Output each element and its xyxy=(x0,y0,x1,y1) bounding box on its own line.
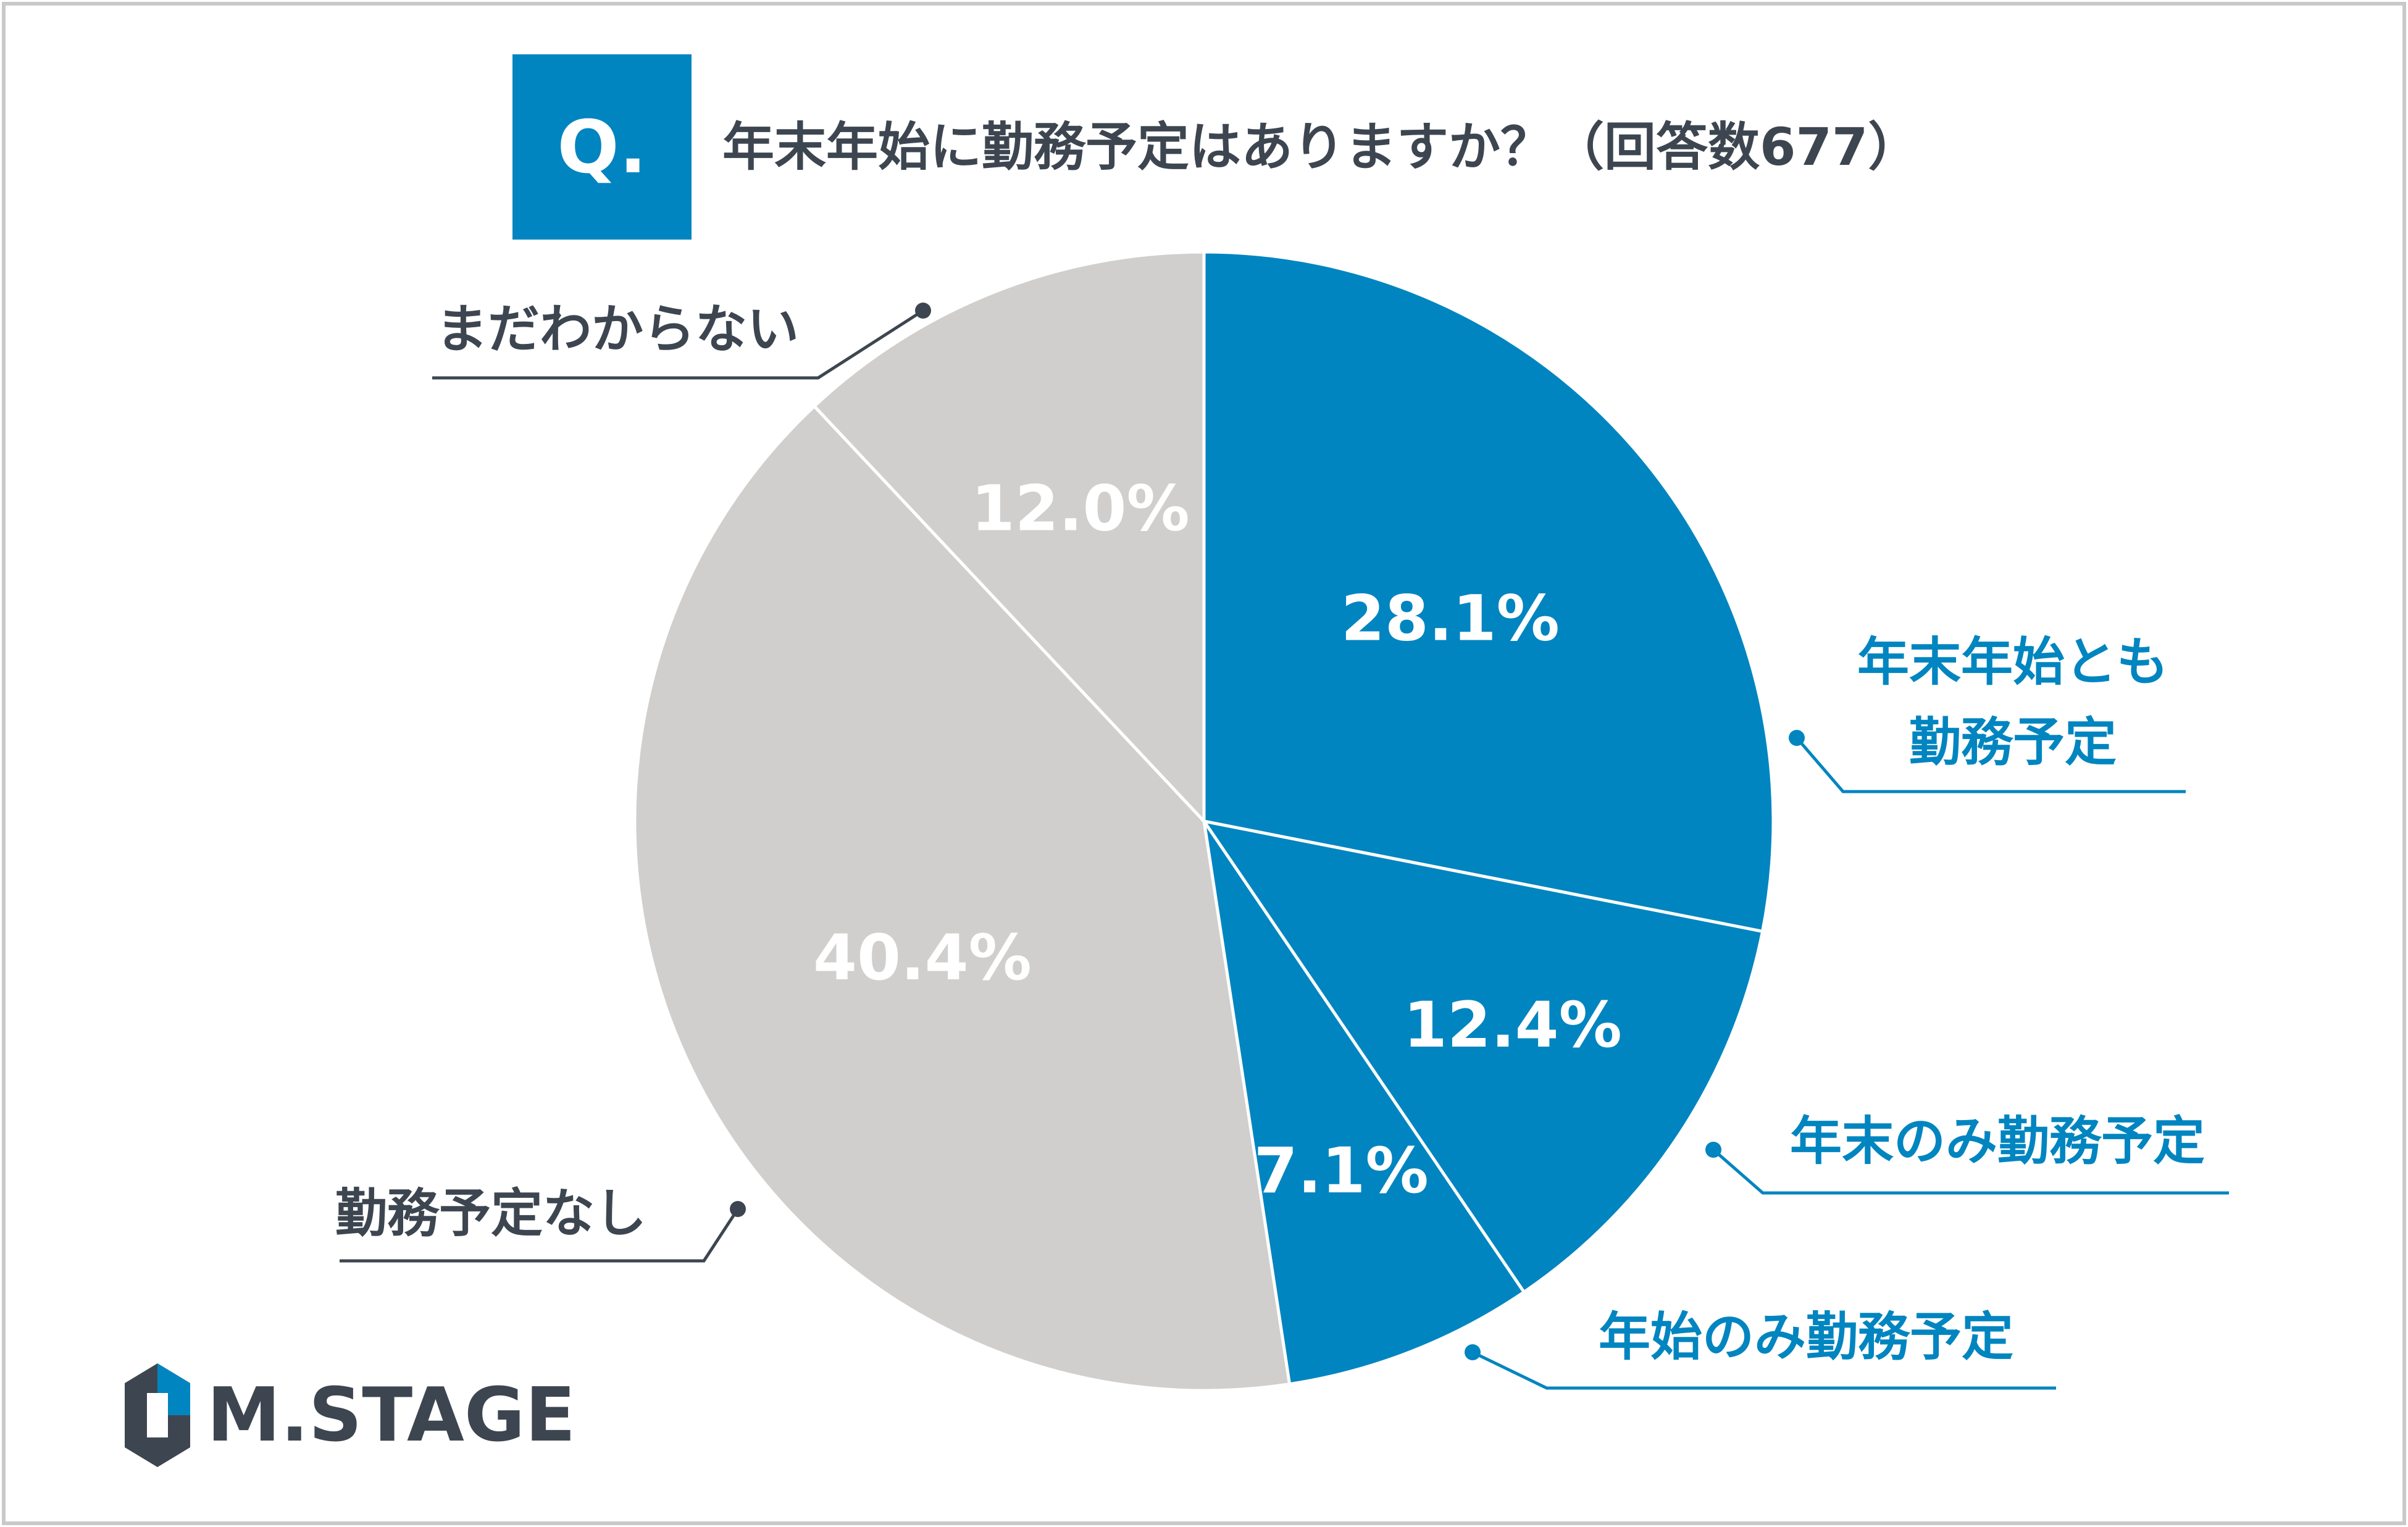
pie-leader-lines xyxy=(340,303,2229,1390)
pie-value-label-4: 40.4% xyxy=(813,921,1032,995)
brand-logo: M.STAGE xyxy=(125,1363,575,1467)
pie-chart: 28.1% 12.4% 7.1% 40.4% 12.0% xyxy=(633,250,1775,1392)
pie-value-label-5: 12.0% xyxy=(971,472,1190,546)
leader-line-2 xyxy=(1712,1148,2229,1195)
leader-dot-5 xyxy=(915,303,931,319)
brand-name: M.STAGE xyxy=(207,1373,575,1458)
pie-category-label-5: まだわからない xyxy=(436,299,799,359)
leader-line-3 xyxy=(1471,1350,2056,1390)
leader-line-1 xyxy=(1796,737,2186,793)
pie-slice-2 xyxy=(1202,819,1765,1294)
pie-slice-1 xyxy=(1202,250,1775,933)
pie-value-label-1: 28.1% xyxy=(1341,582,1560,656)
pie-category-label-1-line-2: 勤務予定 xyxy=(1909,712,2117,772)
leader-dot-2 xyxy=(1705,1142,1721,1158)
pie-slice-5 xyxy=(813,250,1206,823)
pie-value-label-2: 12.4% xyxy=(1403,989,1622,1062)
pie-category-label-2: 年末のみ勤務予定 xyxy=(1790,1111,2205,1171)
pie-slice-4 xyxy=(633,404,1292,1392)
leader-line-4 xyxy=(340,1208,740,1263)
pie-category-label-3: 年始のみ勤務予定 xyxy=(1599,1307,2013,1367)
leader-line-5 xyxy=(432,309,924,380)
pie-slice-3 xyxy=(1202,819,1526,1386)
question-title: 年末年始に勤務予定はありますか？（回答数677） xyxy=(722,117,1920,177)
question-badge-label: Q. xyxy=(557,104,646,190)
brand-mark-icon xyxy=(125,1363,190,1467)
pie-category-label-1-line-1: 年末年始とも xyxy=(1857,632,2168,692)
pie-value-label-3: 7.1% xyxy=(1254,1134,1429,1208)
leader-dot-1 xyxy=(1789,730,1805,746)
leader-dot-3 xyxy=(1465,1344,1481,1360)
leader-dot-4 xyxy=(730,1201,746,1217)
question-badge xyxy=(512,54,692,240)
question-header: Q. 年末年始に勤務予定はありますか？（回答数677） xyxy=(512,54,1920,240)
pie-category-label-4: 勤務予定なし xyxy=(335,1183,646,1244)
